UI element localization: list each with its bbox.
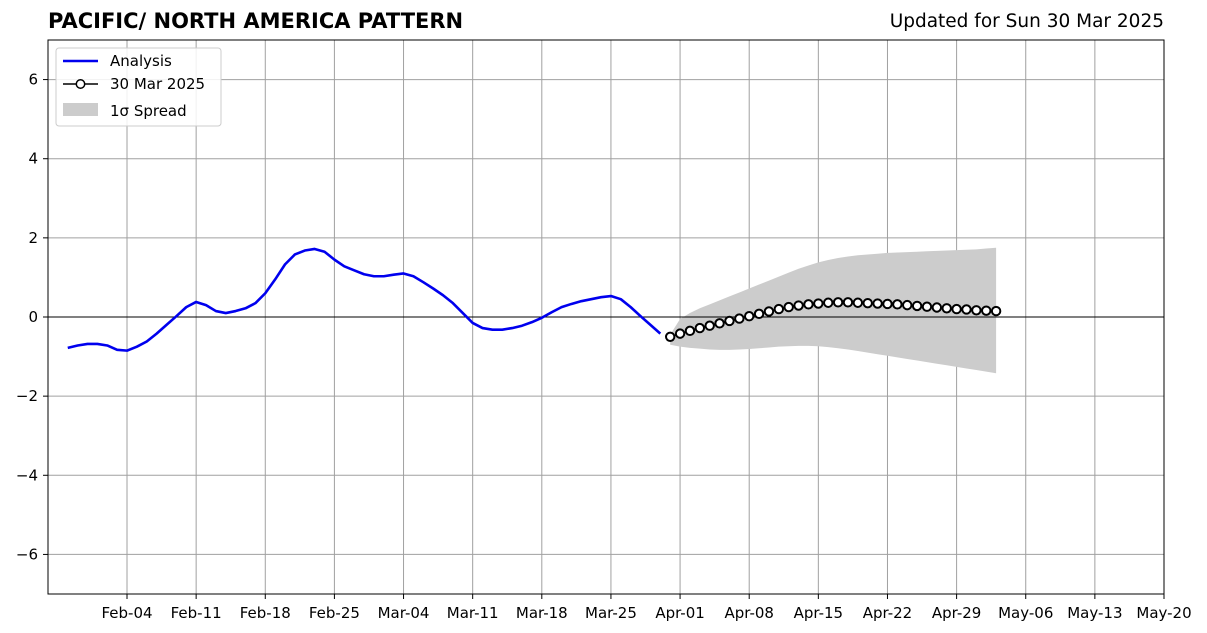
forecast-point	[981, 305, 992, 316]
y-tick-label: 4	[28, 150, 38, 168]
forecast-point	[911, 300, 923, 312]
x-tick-label: Apr-15	[794, 604, 844, 622]
x-tick-label: Apr-08	[724, 604, 774, 622]
x-tick-label: May-06	[998, 604, 1053, 622]
forecast-point	[793, 300, 804, 311]
forecast-point	[724, 315, 735, 327]
forecast-point	[763, 306, 775, 317]
x-tick-label: Apr-29	[932, 604, 982, 622]
x-tick-label: Mar-25	[585, 604, 637, 622]
chart-title: PACIFIC/ NORTH AMERICA PATTERN	[48, 9, 464, 33]
y-tick-label: −2	[16, 387, 38, 405]
forecast-point	[704, 320, 715, 331]
forecast-point	[892, 299, 903, 310]
x-tick-label: May-20	[1136, 604, 1191, 622]
forecast-point	[862, 297, 873, 309]
forecast-point	[990, 305, 1002, 317]
legend-spread-swatch	[63, 103, 98, 116]
forecast-point	[961, 304, 972, 315]
forecast-point	[951, 303, 962, 315]
legend-forecast-marker	[75, 79, 86, 89]
forecast-point	[941, 303, 952, 314]
forecast-point	[714, 318, 725, 329]
forecast-point	[783, 301, 794, 313]
legend-label-forecast: 30 Mar 2025	[110, 75, 205, 93]
spread-layer	[670, 247, 997, 374]
legend-label-analysis: Analysis	[110, 52, 172, 70]
forecast-point	[931, 302, 943, 313]
x-tick-label: Mar-18	[516, 604, 568, 622]
forecast-point	[694, 322, 706, 334]
forecast-point	[902, 299, 913, 311]
forecast-point	[773, 303, 785, 315]
x-tick-label: Mar-11	[447, 604, 499, 622]
series-layer	[67, 247, 1002, 352]
legend: Analysis 30 Mar 2025 1σ Spread	[55, 47, 222, 127]
x-tick-label: Feb-04	[101, 604, 152, 622]
x-tick-label: Apr-01	[655, 604, 705, 622]
forecast-point	[823, 297, 834, 308]
forecast-point	[852, 297, 864, 308]
y-tick-label: 2	[28, 229, 38, 247]
x-tick-label: Apr-22	[863, 604, 913, 622]
y-tick-label: −6	[16, 545, 38, 563]
y-tick-label: 6	[28, 71, 38, 89]
spread-band	[670, 247, 997, 374]
forecast-point	[744, 311, 755, 322]
forecast-point	[832, 297, 844, 308]
forecast-point	[921, 301, 933, 312]
x-tick-label: Feb-11	[171, 604, 222, 622]
forecast-point	[734, 313, 745, 324]
forecast-point	[971, 305, 982, 316]
forecast-point	[882, 298, 893, 310]
forecast-point	[684, 325, 696, 337]
forecast-point	[664, 331, 676, 342]
forecast-point	[753, 308, 765, 320]
forecast-point	[674, 328, 686, 339]
x-tick-label: Feb-18	[240, 604, 291, 622]
y-tick-label: −4	[16, 466, 38, 484]
x-tick-label: May-13	[1067, 604, 1122, 622]
x-tick-label: Mar-04	[378, 604, 430, 622]
forecast-point	[803, 299, 814, 310]
forecast-point	[813, 298, 824, 309]
x-tick-label: Feb-25	[309, 604, 360, 622]
legend-label-spread: 1σ Spread	[110, 102, 187, 120]
axis-ticks: Feb-04 Feb-11 Feb-18 Feb-25 Mar-04 Mar-11 Mar-…	[16, 71, 1192, 622]
forecast-point	[872, 298, 883, 309]
y-tick-label: 0	[28, 308, 38, 326]
forecast-point	[842, 297, 854, 308]
analysis-line	[67, 247, 662, 352]
chart-updated-date: Updated for Sun 30 Mar 2025	[889, 11, 1164, 32]
